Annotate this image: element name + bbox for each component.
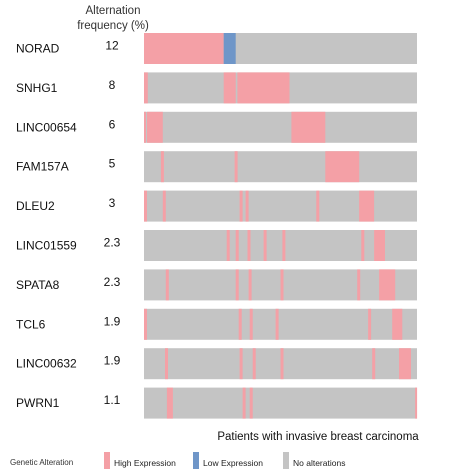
- gene-label: LINC01559: [16, 239, 77, 253]
- gene-row-spata8: SPATA8 2.3: [16, 269, 417, 301]
- frequency-header-line1: Alternation: [85, 5, 141, 17]
- alteration-high-expression-mark: [399, 348, 411, 380]
- track-background: [144, 387, 417, 419]
- alteration-high-expression-mark: [249, 308, 253, 340]
- gene-row-fam157a: FAM157A 5: [16, 151, 417, 183]
- alteration-high-expression-mark: [144, 308, 147, 340]
- gene-label: TCL6: [16, 317, 46, 331]
- x-axis-label: Patients with invasive breast carcinoma: [217, 431, 419, 443]
- gene-label: SNHG1: [16, 81, 58, 95]
- legend-swatch-low: [193, 452, 199, 469]
- gene-row-linc00654: LINC00654 6: [16, 111, 417, 143]
- frequency-value: 1.9: [104, 354, 121, 368]
- legend-label-low: Low Expression: [203, 458, 263, 468]
- alteration-high-expression-mark: [235, 230, 239, 261]
- alteration-high-expression-mark: [147, 111, 163, 143]
- track-background: [144, 190, 417, 222]
- frequency-value: 6: [109, 117, 116, 131]
- alteration-high-expression-mark: [357, 269, 361, 301]
- alteration-high-expression-mark: [280, 269, 284, 301]
- alteration-high-expression-mark: [282, 230, 286, 261]
- alteration-high-expression-mark: [316, 190, 320, 222]
- gene-label: FAM157A: [16, 160, 69, 174]
- gene-row-norad: NORAD 12: [16, 33, 417, 64]
- alteration-high-expression-mark: [237, 72, 290, 104]
- legend: Genetic Alteration High Expression Low Exp…: [10, 452, 345, 469]
- frequency-header-line2: frequency (%): [77, 20, 149, 32]
- alteration-high-expression-mark: [291, 111, 326, 143]
- gene-label: NORAD: [16, 42, 60, 56]
- alteration-high-expression-mark: [165, 348, 168, 380]
- gene-label: LINC00654: [16, 120, 77, 134]
- gene-row-tcl6: TCL6 1.9: [16, 308, 417, 340]
- alteration-high-expression-mark: [415, 387, 418, 419]
- alteration-high-expression-mark: [226, 230, 230, 261]
- frequency-header: Alternation frequency (%): [70, 4, 156, 34]
- alteration-high-expression-mark: [242, 387, 246, 419]
- gene-label: DLEU2: [16, 199, 55, 213]
- alteration-high-expression-mark: [263, 230, 267, 261]
- track-background: [144, 151, 417, 183]
- track-background: [144, 308, 417, 340]
- alteration-high-expression-mark: [234, 151, 238, 183]
- frequency-value: 1.1: [104, 393, 121, 407]
- frequency-value: 2.3: [104, 236, 121, 250]
- alteration-high-expression-mark: [144, 190, 147, 222]
- alteration-high-expression-mark: [245, 190, 249, 222]
- frequency-value: 12: [105, 39, 119, 53]
- alteration-high-expression-mark: [392, 308, 403, 340]
- alteration-high-expression-mark: [248, 269, 252, 301]
- alteration-high-expression-mark: [372, 348, 376, 380]
- legend-title: Genetic Alteration: [10, 458, 73, 467]
- alteration-high-expression-mark: [368, 308, 372, 340]
- alteration-high-expression-mark: [239, 190, 243, 222]
- alteration-high-expression-mark: [238, 308, 242, 340]
- alteration-high-expression-mark: [239, 348, 243, 380]
- alteration-high-expression-mark: [247, 230, 251, 261]
- alteration-high-expression-mark: [144, 72, 148, 104]
- alteration-high-expression-mark: [166, 387, 173, 419]
- alteration-high-expression-mark: [165, 269, 169, 301]
- alteration-high-expression-mark: [162, 190, 166, 222]
- gene-row-dleu2: DLEU2 3: [16, 190, 417, 222]
- frequency-value: 1.9: [104, 314, 121, 328]
- frequency-value: 8: [109, 78, 116, 92]
- alteration-high-expression-mark: [235, 269, 239, 301]
- alteration-high-expression-mark: [249, 387, 253, 419]
- alteration-high-expression-mark: [223, 72, 236, 104]
- track-background: [144, 111, 417, 143]
- gene-label: SPATA8: [16, 278, 60, 292]
- alteration-high-expression-mark: [361, 230, 365, 261]
- frequency-value: 3: [109, 196, 116, 210]
- gene-row-linc01559: LINC01559 2.3: [16, 230, 417, 261]
- gene-row-snhg1: SNHG1 8: [16, 72, 417, 104]
- legend-swatch-high: [104, 452, 110, 469]
- alteration-high-expression-mark: [160, 151, 164, 183]
- legend-label-none: No alterations: [293, 458, 345, 468]
- alteration-high-expression-mark: [325, 151, 360, 183]
- frequency-value: 2.3: [104, 275, 121, 289]
- gene-row-pwrn1: PWRN1 1.1: [16, 387, 418, 419]
- legend-swatch-none: [283, 452, 289, 469]
- alteration-high-expression-mark: [379, 269, 396, 301]
- gene-row-linc00632: LINC00632 1.9: [16, 348, 417, 380]
- track-background: [144, 230, 417, 261]
- alteration-high-expression-mark: [280, 348, 284, 380]
- gene-rows: NORAD 12 SNHG1 8 LINC00654 6 FAM157A 5 DLEU2 3 LIN…: [16, 33, 418, 419]
- alteration-high-expression-mark: [374, 230, 385, 261]
- gene-label: PWRN1: [16, 396, 60, 410]
- frequency-value: 5: [109, 157, 116, 171]
- alteration-high-expression-mark: [252, 348, 256, 380]
- alteration-low-expression-mark: [223, 33, 236, 64]
- legend-label-high: High Expression: [114, 458, 176, 468]
- alteration-high-expression-mark: [144, 33, 224, 64]
- alteration-high-expression-mark: [359, 190, 375, 222]
- gene-label: LINC00632: [16, 357, 77, 371]
- alteration-high-expression-mark: [144, 111, 146, 143]
- alteration-high-expression-mark: [275, 308, 279, 340]
